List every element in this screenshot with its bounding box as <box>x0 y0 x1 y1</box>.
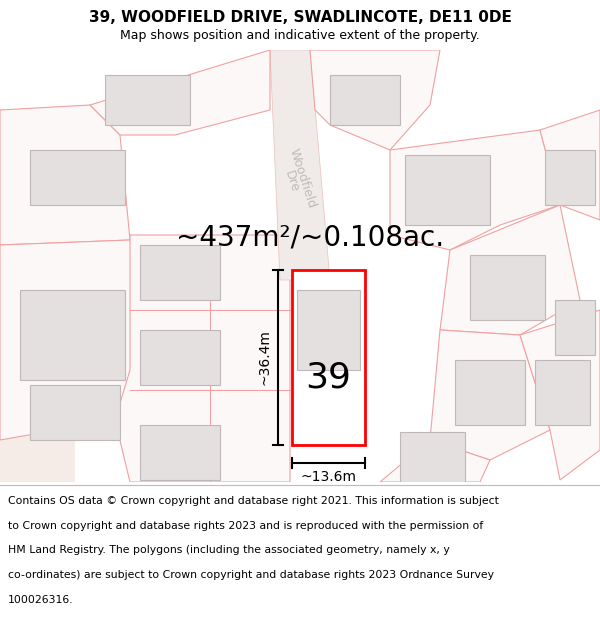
Bar <box>330 75 400 125</box>
Text: 39: 39 <box>305 361 352 394</box>
Polygon shape <box>520 310 600 480</box>
Text: ~437m²/~0.108ac.: ~437m²/~0.108ac. <box>176 223 444 251</box>
Text: Contains OS data © Crown copyright and database right 2021. This information is : Contains OS data © Crown copyright and d… <box>8 496 499 506</box>
Bar <box>405 155 490 225</box>
Bar <box>20 290 125 380</box>
Text: ~13.6m: ~13.6m <box>301 470 356 484</box>
Bar <box>455 360 525 425</box>
Bar <box>140 425 220 480</box>
Polygon shape <box>292 270 365 445</box>
Polygon shape <box>440 205 580 335</box>
Polygon shape <box>310 50 440 150</box>
Text: ~36.4m: ~36.4m <box>258 329 272 386</box>
Bar <box>555 300 595 355</box>
Polygon shape <box>390 130 560 250</box>
Text: HM Land Registry. The polygons (including the associated geometry, namely x, y: HM Land Registry. The polygons (includin… <box>8 546 449 556</box>
Polygon shape <box>380 440 490 482</box>
Bar <box>545 150 595 205</box>
Polygon shape <box>0 105 130 245</box>
Polygon shape <box>0 250 75 482</box>
Text: to Crown copyright and database rights 2023 and is reproduced with the permissio: to Crown copyright and database rights 2… <box>8 521 483 531</box>
Bar <box>297 290 360 370</box>
Text: co-ordinates) are subject to Crown copyright and database rights 2023 Ordnance S: co-ordinates) are subject to Crown copyr… <box>8 570 494 580</box>
Bar <box>400 432 465 482</box>
Bar <box>105 75 190 125</box>
Polygon shape <box>430 330 550 460</box>
Bar <box>140 245 220 300</box>
Polygon shape <box>0 245 5 482</box>
Bar <box>470 255 545 320</box>
Polygon shape <box>0 240 150 440</box>
Text: Map shows position and indicative extent of the property.: Map shows position and indicative extent… <box>120 29 480 42</box>
Text: Woodfield
Dre: Woodfield Dre <box>275 147 319 213</box>
Bar <box>535 360 590 425</box>
Bar <box>30 385 120 440</box>
Text: 39, WOODFIELD DRIVE, SWADLINCOTE, DE11 0DE: 39, WOODFIELD DRIVE, SWADLINCOTE, DE11 0… <box>89 10 511 25</box>
Text: 100026316.: 100026316. <box>8 594 73 604</box>
Polygon shape <box>115 235 290 482</box>
Bar <box>140 330 220 385</box>
Polygon shape <box>540 110 600 220</box>
Bar <box>30 150 125 205</box>
Polygon shape <box>270 50 330 280</box>
Polygon shape <box>90 50 270 135</box>
